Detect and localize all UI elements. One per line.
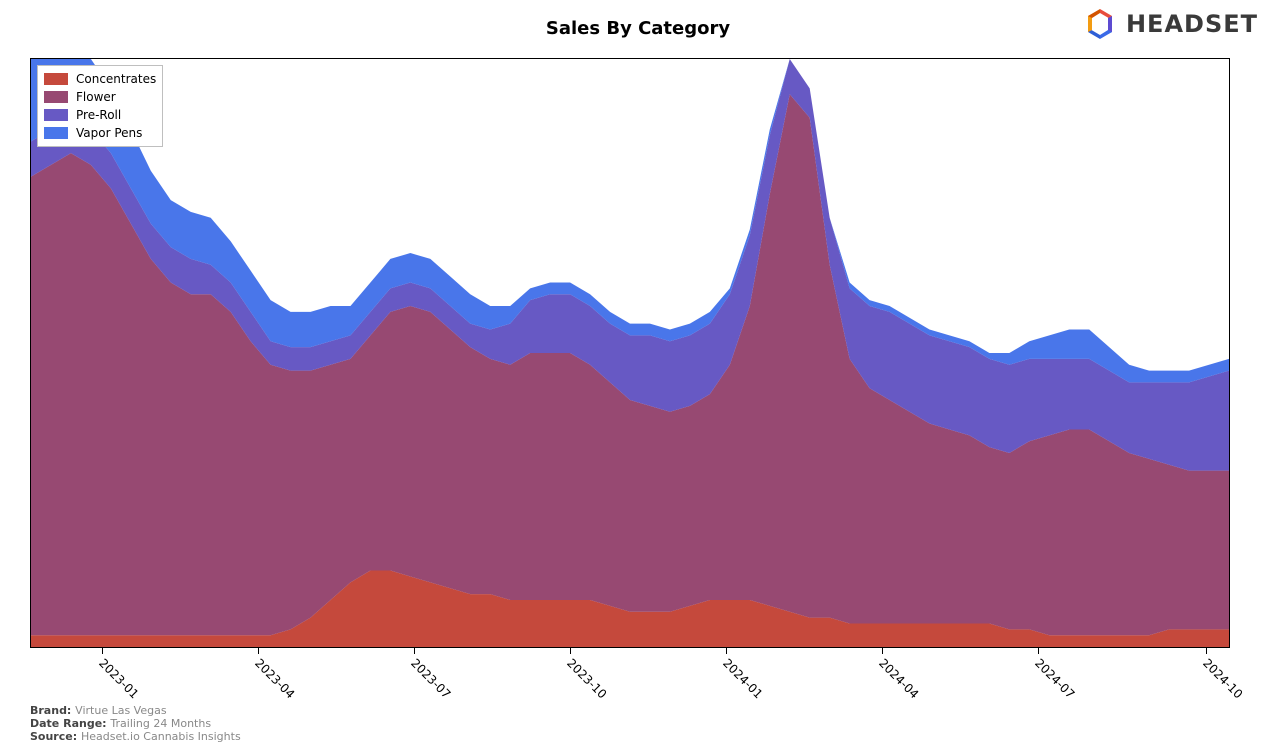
legend-swatch	[44, 109, 68, 121]
meta-label: Source:	[30, 730, 81, 743]
x-tick	[102, 648, 103, 654]
legend-label: Flower	[76, 90, 116, 104]
x-tick-label: 2023-07	[408, 656, 453, 701]
legend-swatch	[44, 91, 68, 103]
meta-line: Date Range: Trailing 24 Months	[30, 717, 211, 730]
meta-label: Brand:	[30, 704, 75, 717]
meta-line: Brand: Virtue Las Vegas	[30, 704, 167, 717]
chart-plot-area: Concentrates Flower Pre-Roll Vapor Pens	[30, 58, 1230, 648]
stacked-area-chart	[31, 59, 1229, 647]
legend-swatch	[44, 73, 68, 85]
legend-item: Pre-Roll	[44, 106, 156, 124]
meta-line: Source: Headset.io Cannabis Insights	[30, 730, 241, 743]
x-tick-label: 2023-10	[564, 656, 609, 701]
legend-item: Vapor Pens	[44, 124, 156, 142]
x-tick	[1038, 648, 1039, 654]
legend-item: Flower	[44, 88, 156, 106]
chart-legend: Concentrates Flower Pre-Roll Vapor Pens	[37, 65, 163, 147]
x-tick-label: 2024-04	[876, 656, 921, 701]
legend-label: Pre-Roll	[76, 108, 121, 122]
meta-value: Trailing 24 Months	[110, 717, 211, 730]
x-tick-label: 2023-01	[96, 656, 141, 701]
legend-swatch	[44, 127, 68, 139]
x-tick	[258, 648, 259, 654]
brand-logo-text: HEADSET	[1126, 10, 1258, 38]
meta-label: Date Range:	[30, 717, 110, 730]
meta-value: Headset.io Cannabis Insights	[81, 730, 241, 743]
headset-logo-icon	[1082, 6, 1118, 42]
x-tick	[882, 648, 883, 654]
x-tick-label: 2024-07	[1032, 656, 1077, 701]
brand-logo: HEADSET	[1082, 6, 1258, 42]
x-tick-label: 2024-10	[1200, 656, 1245, 701]
x-tick	[726, 648, 727, 654]
x-tick-label: 2024-01	[720, 656, 765, 701]
legend-label: Vapor Pens	[76, 126, 142, 140]
x-tick	[570, 648, 571, 654]
x-tick	[414, 648, 415, 654]
x-tick-label: 2023-04	[252, 656, 297, 701]
x-tick	[1206, 648, 1207, 654]
legend-item: Concentrates	[44, 70, 156, 88]
legend-label: Concentrates	[76, 72, 156, 86]
meta-value: Virtue Las Vegas	[75, 704, 166, 717]
